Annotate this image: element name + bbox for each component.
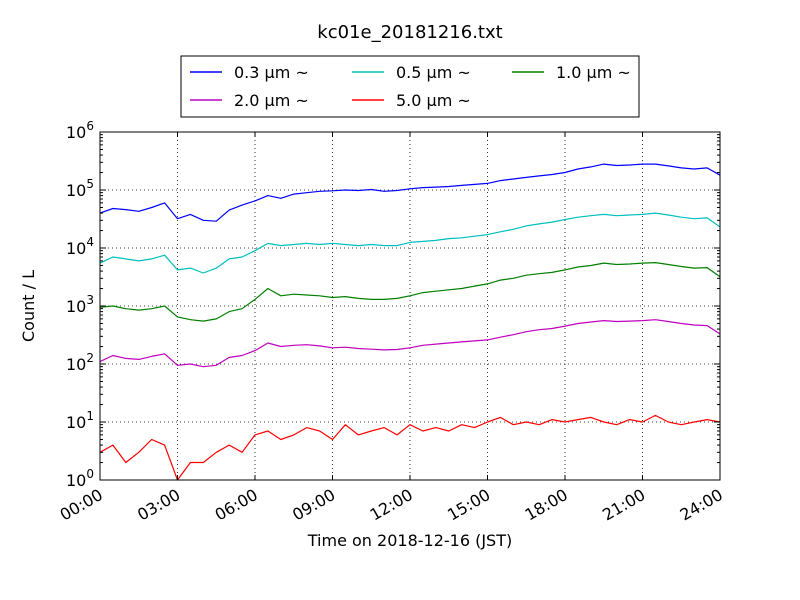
chart-title: kc01e_20181216.txt (317, 22, 502, 43)
y-tick-label: 105 (66, 177, 94, 200)
legend-label: 0.5 μm ~ (396, 63, 471, 82)
y-tick-label: 102 (66, 351, 94, 374)
y-tick-label: 106 (66, 119, 94, 142)
legend-label: 1.0 μm ~ (556, 63, 631, 82)
y-tick-label: 104 (66, 235, 94, 258)
ticks-layer (99, 131, 721, 481)
series-layer (99, 163, 721, 481)
series-line-1 (99, 163, 721, 222)
y-tick-label: 103 (66, 293, 94, 316)
y-tick-label: 101 (66, 409, 94, 432)
series-line-3 (99, 262, 721, 322)
y-tick-labels: 100 101 102 103 104 105 106 (66, 119, 94, 490)
legend: 0.3 μm ~ 0.5 μm ~ 1.0 μm ~ 2.0 μm ~ 5.0 μm ~ (180, 55, 640, 118)
x-axis-label: Time on 2018-12-16 (JST) (307, 531, 512, 550)
legend-box (180, 55, 640, 118)
legend-label: 0.3 μm ~ (234, 63, 309, 82)
series-line-4 (99, 319, 721, 368)
grid-layer (100, 132, 720, 480)
legend-label: 2.0 μm ~ (234, 91, 309, 110)
y-tick-label: 100 (66, 467, 94, 490)
series-line-5 (99, 414, 721, 481)
y-axis-label: Count / L (19, 270, 38, 342)
series-line-2 (99, 212, 721, 274)
legend-label: 5.0 μm ~ (396, 91, 471, 110)
